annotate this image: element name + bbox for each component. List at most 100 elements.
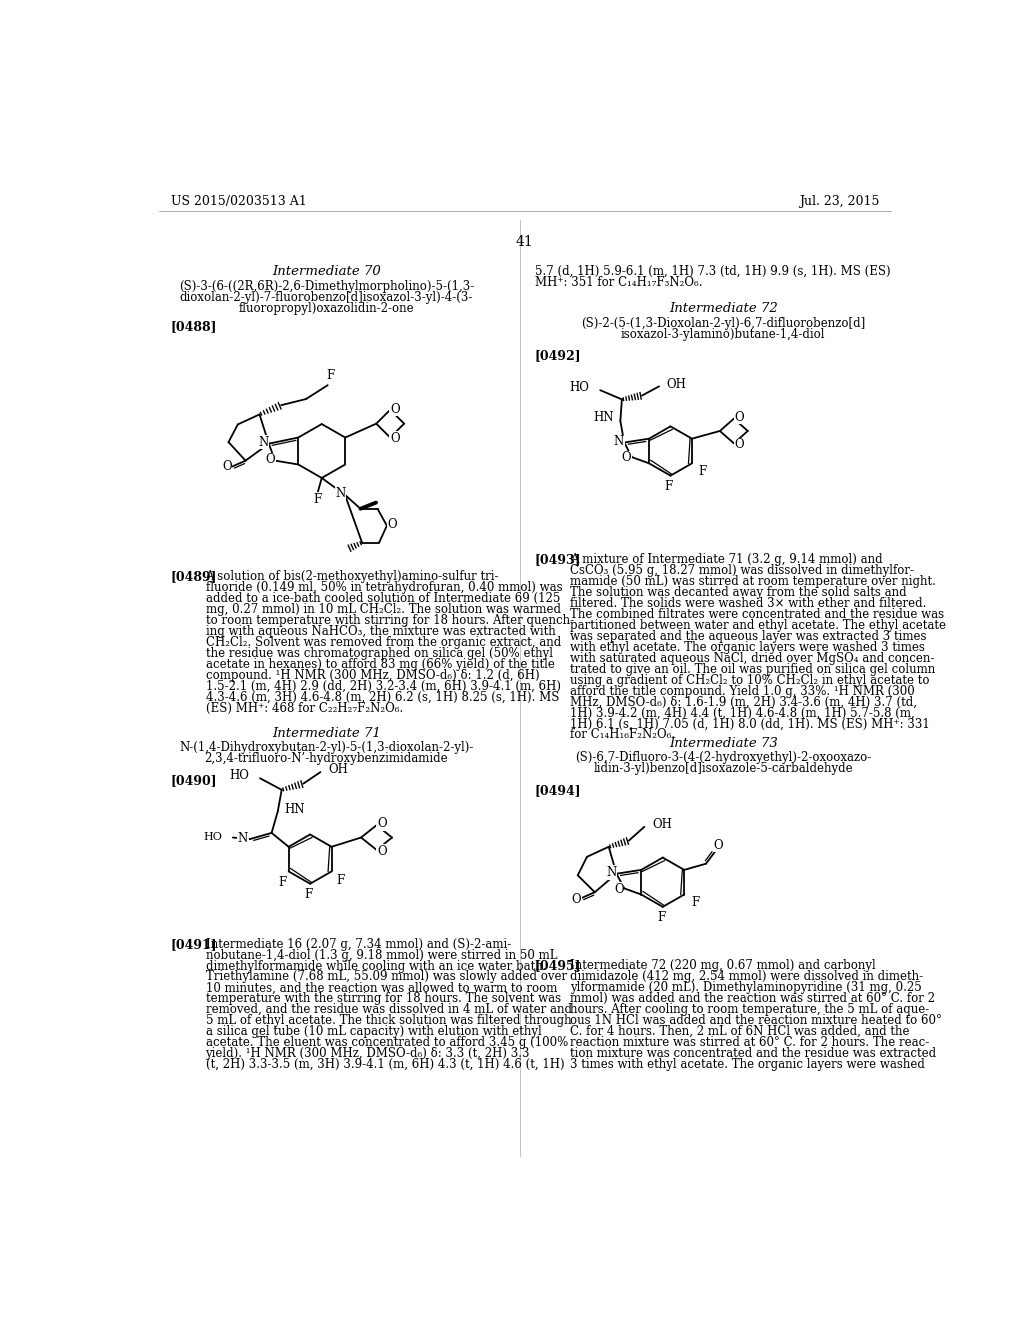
Text: N: N [613,436,624,449]
Text: nobutane-1,4-diol (1.3 g, 9.18 mmol) were stirred in 50 mL: nobutane-1,4-diol (1.3 g, 9.18 mmol) wer… [206,949,557,961]
Text: Intermediate 72 (220 mg, 0.67 mmol) and carbonyl: Intermediate 72 (220 mg, 0.67 mmol) and … [569,960,876,973]
Text: A solution of bis(2-methoxyethyl)amino-sulfur tri-: A solution of bis(2-methoxyethyl)amino-s… [206,570,499,583]
Text: 41: 41 [516,235,534,249]
Text: Intermediate 71: Intermediate 71 [272,726,381,739]
Text: The solution was decanted away from the solid salts and: The solution was decanted away from the … [569,586,906,599]
Text: 1H) 6.1 (s, 1H) 7.05 (d, 1H) 8.0 (dd, 1H). MS (ES) MH⁺: 331: 1H) 6.1 (s, 1H) 7.05 (d, 1H) 8.0 (dd, 1H… [569,718,930,730]
Text: with ethyl acetate. The organic layers were washed 3 times: with ethyl acetate. The organic layers w… [569,642,925,653]
Text: ous 1N HCl was added and the reaction mixture heated to 60°: ous 1N HCl was added and the reaction mi… [569,1014,942,1027]
Text: N-(1,4-Dihydroxybutan-2-yl)-5-(1,3-dioxolan-2-yl)-: N-(1,4-Dihydroxybutan-2-yl)-5-(1,3-dioxo… [179,742,473,754]
Text: OH: OH [667,378,687,391]
Text: with saturated aqueous NaCl, dried over MgSO₄ and concen-: with saturated aqueous NaCl, dried over … [569,652,934,665]
Text: OH: OH [652,818,672,832]
Text: partitioned between water and ethyl acetate. The ethyl acetate: partitioned between water and ethyl acet… [569,619,946,632]
Text: to room temperature with stirring for 18 hours. After quench-: to room temperature with stirring for 18… [206,614,573,627]
Text: dioxolan-2-yl)-7-fluorobenzo[d]isoxazol-3-yl)-4-(3-: dioxolan-2-yl)-7-fluorobenzo[d]isoxazol-… [180,290,473,304]
Text: Intermediate 16 (2.07 g, 7.34 mmol) and (S)-2-ami-: Intermediate 16 (2.07 g, 7.34 mmol) and … [206,937,511,950]
Text: tion mixture was concentrated and the residue was extracted: tion mixture was concentrated and the re… [569,1047,936,1060]
Text: acetate. The eluent was concentrated to afford 3.45 g (100%: acetate. The eluent was concentrated to … [206,1036,567,1049]
Text: O: O [390,403,399,416]
Text: [0490]: [0490] [171,775,217,788]
Text: HO: HO [229,770,249,783]
Text: Jul. 23, 2015: Jul. 23, 2015 [799,195,879,209]
Text: [0489]: [0489] [171,570,217,583]
Text: 4.3-4.6 (m, 3H) 4.6-4.8 (m, 2H) 6.2 (s, 1H) 8.25 (s, 1H). MS: 4.3-4.6 (m, 3H) 4.6-4.8 (m, 2H) 6.2 (s, … [206,690,559,704]
Text: HO: HO [569,381,590,395]
Text: HN: HN [594,411,614,424]
Text: 3 times with ethyl acetate. The organic layers were washed: 3 times with ethyl acetate. The organic … [569,1057,925,1071]
Text: hours. After cooling to room temperature, the 5 mL of aque-: hours. After cooling to room temperature… [569,1003,929,1016]
Text: 5 mL of ethyl acetate. The thick solution was filtered through: 5 mL of ethyl acetate. The thick solutio… [206,1014,571,1027]
Text: the residue was chromatographed on silica gel (50% ethyl: the residue was chromatographed on silic… [206,647,553,660]
Text: O: O [222,461,231,474]
Text: (t, 2H) 3.3-3.5 (m, 3H) 3.9-4.1 (m, 6H) 4.3 (t, 1H) 4.6 (t, 1H): (t, 2H) 3.3-3.5 (m, 3H) 3.9-4.1 (m, 6H) … [206,1057,564,1071]
Text: The combined filtrates were concentrated and the residue was: The combined filtrates were concentrated… [569,609,944,622]
Text: reaction mixture was stirred at 60° C. for 2 hours. The reac-: reaction mixture was stirred at 60° C. f… [569,1036,929,1048]
Text: filtered. The solids were washed 3× with ether and filtered.: filtered. The solids were washed 3× with… [569,597,926,610]
Text: 1H) 3.9-4.2 (m, 4H) 4.4 (t, 1H) 4.6-4.8 (m, 1H) 5.7-5.8 (m,: 1H) 3.9-4.2 (m, 4H) 4.4 (t, 1H) 4.6-4.8 … [569,706,914,719]
Text: (ES) MH⁺: 468 for C₂₂H₂₇F₂N₂O₆.: (ES) MH⁺: 468 for C₂₂H₂₇F₂N₂O₆. [206,701,402,714]
Text: added to a ice-bath cooled solution of Intermediate 69 (125: added to a ice-bath cooled solution of I… [206,593,560,605]
Text: using a gradient of CH₂Cl₂ to 10% CH₂Cl₂ in ethyl acetate to: using a gradient of CH₂Cl₂ to 10% CH₂Cl₂… [569,673,929,686]
Text: CsCO₃ (5.95 g, 18.27 mmol) was dissolved in dimethylfor-: CsCO₃ (5.95 g, 18.27 mmol) was dissolved… [569,565,913,577]
Text: ylformamide (20 mL). Dimethylaminopyridine (31 mg, 0.25: ylformamide (20 mL). Dimethylaminopyridi… [569,981,922,994]
Text: mmol) was added and the reaction was stirred at 60° C. for 2: mmol) was added and the reaction was sti… [569,993,935,1005]
Text: dimethylformamide while cooling with an ice water bath.: dimethylformamide while cooling with an … [206,960,546,973]
Text: Intermediate 70: Intermediate 70 [272,264,381,277]
Text: acetate in hexanes) to afford 83 mg (66% yield) of the title: acetate in hexanes) to afford 83 mg (66%… [206,657,554,671]
Text: F: F [304,888,312,902]
Text: yield). ¹H NMR (300 MHz, DMSO-d₆) δ: 3.3 (t, 2H) 3.3: yield). ¹H NMR (300 MHz, DMSO-d₆) δ: 3.3… [206,1047,530,1060]
Text: A mixture of Intermediate 71 (3.2 g, 9.14 mmol) and: A mixture of Intermediate 71 (3.2 g, 9.1… [569,553,883,566]
Text: F: F [313,492,322,506]
Text: [0492]: [0492] [535,350,582,363]
Text: [0493]: [0493] [535,553,582,566]
Text: C. for 4 hours. Then, 2 mL of 6N HCl was added, and the: C. for 4 hours. Then, 2 mL of 6N HCl was… [569,1024,909,1038]
Text: F: F [337,874,345,887]
Text: (S)-3-(6-((2R,6R)-2,6-Dimethylmorpholino)-5-(1,3-: (S)-3-(6-((2R,6R)-2,6-Dimethylmorpholino… [179,280,474,293]
Text: [0488]: [0488] [171,321,217,333]
Text: N: N [606,866,616,879]
Text: Intermediate 73: Intermediate 73 [669,737,777,750]
Text: (S)-6,7-Difluoro-3-(4-(2-hydroxyethyl)-2-oxooxazo-: (S)-6,7-Difluoro-3-(4-(2-hydroxyethyl)-2… [575,751,871,764]
Text: N: N [335,487,345,500]
Text: ing with aqueous NaHCO₃, the mixture was extracted with: ing with aqueous NaHCO₃, the mixture was… [206,626,555,638]
Text: O: O [734,411,744,424]
Text: HO: HO [203,832,222,842]
Text: 2,3,4-trifluoro-N’-hydroxybenzimidamide: 2,3,4-trifluoro-N’-hydroxybenzimidamide [205,752,449,766]
Text: O: O [614,883,624,896]
Text: O: O [734,438,744,451]
Text: a silica gel tube (10 mL capacity) with elution with ethyl: a silica gel tube (10 mL capacity) with … [206,1026,542,1038]
Text: F: F [657,911,666,924]
Text: F: F [279,875,287,888]
Text: CH₂Cl₂. Solvent was removed from the organic extract, and: CH₂Cl₂. Solvent was removed from the org… [206,636,561,649]
Text: [0491]: [0491] [171,937,217,950]
Text: O: O [377,817,387,830]
Text: F: F [698,465,707,478]
Text: O: O [265,453,275,466]
Text: O: O [714,838,723,851]
Text: O: O [377,845,387,858]
Text: HN: HN [284,803,304,816]
Text: 1.5-2.1 (m, 4H) 2.9 (dd, 2H) 3.2-3.4 (m, 6H) 3.9-4.1 (m, 6H): 1.5-2.1 (m, 4H) 2.9 (dd, 2H) 3.2-3.4 (m,… [206,680,560,693]
Text: (S)-2-(5-(1,3-Dioxolan-2-yl)-6,7-difluorobenzo[d]: (S)-2-(5-(1,3-Dioxolan-2-yl)-6,7-difluor… [581,317,865,330]
Text: F: F [327,370,335,383]
Text: fluoropropyl)oxazolidin-2-one: fluoropropyl)oxazolidin-2-one [239,302,415,314]
Text: lidin-3-yl)benzo[d]isoxazole-5-carbaldehyde: lidin-3-yl)benzo[d]isoxazole-5-carbaldeh… [593,762,853,775]
Text: for C₁₄H₁₆F₂N₂O₆.: for C₁₄H₁₆F₂N₂O₆. [569,729,675,742]
Text: fluoride (0.149 ml, 50% in tetrahydrofuran, 0.40 mmol) was: fluoride (0.149 ml, 50% in tetrahydrofur… [206,581,562,594]
Text: MHz, DMSO-d₆) δ: 1.6-1.9 (m, 2H) 3.4-3.6 (m, 4H) 3.7 (td,: MHz, DMSO-d₆) δ: 1.6-1.9 (m, 2H) 3.4-3.6… [569,696,916,709]
Text: O: O [390,432,399,445]
Text: trated to give an oil. The oil was purified on silica gel column: trated to give an oil. The oil was purif… [569,663,935,676]
Text: N: N [606,866,616,879]
Text: OH: OH [328,763,348,776]
Text: Triethylamine (7.68 mL, 55.09 mmol) was slowly added over: Triethylamine (7.68 mL, 55.09 mmol) was … [206,970,566,983]
Text: mamide (50 mL) was stirred at room temperature over night.: mamide (50 mL) was stirred at room tempe… [569,576,936,589]
Text: F: F [665,480,673,492]
Text: O: O [387,519,397,532]
Text: [0495]: [0495] [535,960,582,973]
Text: diimidazole (412 mg, 2.54 mmol) were dissolved in dimeth-: diimidazole (412 mg, 2.54 mmol) were dis… [569,970,923,983]
Text: N: N [258,436,268,449]
Text: 10 minutes, and the reaction was allowed to warm to room: 10 minutes, and the reaction was allowed… [206,981,557,994]
Text: Intermediate 72: Intermediate 72 [669,302,777,314]
Text: was separated and the aqueous layer was extracted 3 times: was separated and the aqueous layer was … [569,630,927,643]
